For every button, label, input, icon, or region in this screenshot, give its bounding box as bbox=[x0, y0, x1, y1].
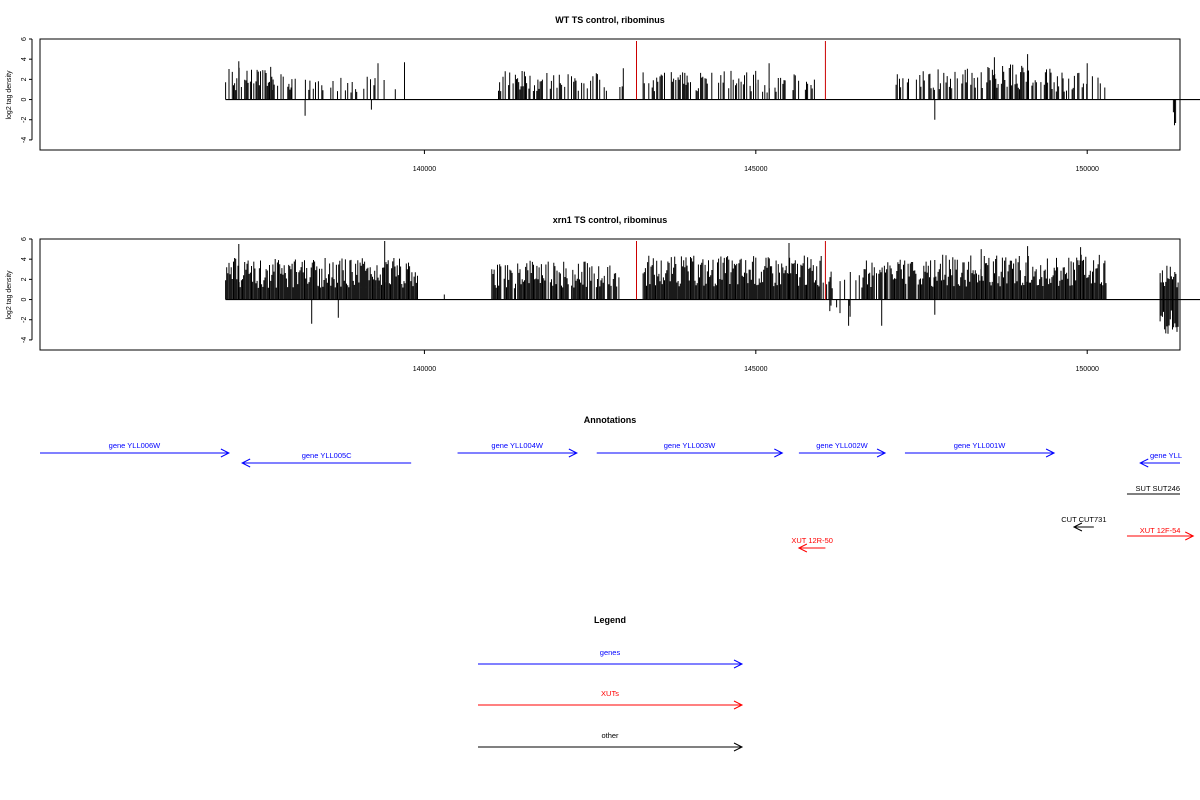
annotation-feature: XUT 12R-50 bbox=[791, 536, 833, 553]
feature-arrowhead bbox=[733, 700, 744, 710]
xrn1-track-panel: xrn1 TS control, ribominus log2 tag dens… bbox=[6, 215, 1200, 373]
wt-y-axis-label: log2 tag density bbox=[6, 70, 13, 120]
xrn1-x-tick-label: 140000 bbox=[413, 366, 436, 373]
feature-arrowhead bbox=[241, 458, 251, 468]
feature-label: CUT CUT731 bbox=[1061, 515, 1106, 524]
feature-label: XUT 12R-50 bbox=[791, 536, 833, 545]
annotation-feature: XUT 12F-54 bbox=[1126, 526, 1195, 541]
xrn1-y-tick-label: 2 bbox=[21, 277, 28, 281]
wt-track-panel: WT TS control, ribominus log2 tag densit… bbox=[6, 15, 1200, 173]
xrn1-track-title: xrn1 TS control, ribominus bbox=[553, 215, 668, 225]
xrn1-plot-frame bbox=[39, 238, 1181, 351]
wt-y-tick-label: 2 bbox=[21, 77, 28, 81]
annotation-feature: gene YLL005C bbox=[241, 451, 412, 468]
feature-label: gene YLL003W bbox=[664, 441, 716, 450]
xrn1-y-tick-label: 6 bbox=[21, 237, 28, 241]
legend-title: Legend bbox=[594, 615, 626, 625]
feature-arrowhead bbox=[1185, 531, 1195, 541]
wt-density-bar-series bbox=[225, 54, 1177, 126]
xrn1-y-tick-label: -2 bbox=[21, 317, 28, 323]
xrn1-density-bars bbox=[225, 241, 1200, 334]
legend-label: genes bbox=[600, 648, 621, 657]
legend-entry: other bbox=[478, 731, 744, 752]
xrn1-x-tick-label: 145000 bbox=[744, 366, 767, 373]
wt-y-tick-label: 0 bbox=[21, 97, 28, 101]
wt-y-tick-label: 6 bbox=[21, 37, 28, 41]
annotation-feature: gene YLL004W bbox=[457, 441, 578, 458]
annotation-feature: gene YLL003W bbox=[596, 441, 784, 458]
wt-density-bars bbox=[225, 41, 1200, 126]
xrn1-x-axis: 140000 145000 150000 bbox=[413, 350, 1099, 373]
legend-label: other bbox=[601, 731, 619, 740]
annotation-feature: gene YLL002W bbox=[798, 441, 887, 458]
annotation-feature: SUT SUT246 bbox=[1126, 484, 1180, 495]
feature-arrowhead bbox=[797, 543, 808, 553]
feature-arrowhead bbox=[568, 448, 578, 458]
xrn1-y-tick-label: 0 bbox=[21, 297, 28, 301]
feature-label: gene YLL002W bbox=[816, 441, 868, 450]
legend-entries: genes XUTs other bbox=[478, 648, 744, 752]
xrn1-x-tick-label: 150000 bbox=[1076, 366, 1099, 373]
feature-label: gene YLL bbox=[1150, 451, 1182, 460]
feature-arrowhead bbox=[774, 448, 784, 458]
annotation-feature: CUT CUT731 bbox=[1061, 515, 1107, 532]
legend-entry: XUTs bbox=[478, 689, 744, 710]
wt-x-axis: 140000 145000 150000 bbox=[413, 150, 1099, 173]
wt-track-title: WT TS control, ribominus bbox=[555, 15, 665, 25]
xrn1-y-axis-label: log2 tag density bbox=[6, 270, 13, 320]
xrn1-y-axis: -4 -2 0 2 4 6 bbox=[21, 237, 33, 343]
feature-label: SUT SUT246 bbox=[1136, 484, 1180, 493]
feature-arrowhead bbox=[733, 742, 744, 752]
annotation-features: gene YLL006W gene YLL005C gene YLL004W gene… bbox=[40, 441, 1195, 553]
feature-label: gene YLL004W bbox=[491, 441, 543, 450]
feature-arrowhead bbox=[1045, 448, 1056, 458]
feature-label: gene YLL001W bbox=[954, 441, 1006, 450]
feature-label: gene YLL005C bbox=[302, 451, 352, 460]
feature-arrowhead bbox=[876, 448, 887, 458]
feature-arrowhead bbox=[1139, 458, 1149, 468]
annotation-feature: gene YLL006W bbox=[40, 441, 231, 458]
wt-y-tick-label: -4 bbox=[21, 137, 28, 143]
feature-arrowhead bbox=[220, 448, 231, 458]
annotations-title: Annotations bbox=[584, 415, 637, 425]
wt-y-tick-label: -2 bbox=[21, 117, 28, 123]
xrn1-density-bar-series bbox=[225, 241, 1179, 334]
legend-entry: genes bbox=[478, 648, 744, 669]
wt-x-tick-label: 140000 bbox=[413, 166, 436, 173]
annotation-feature: gene YLL bbox=[1139, 451, 1182, 468]
feature-label: gene YLL006W bbox=[109, 441, 161, 450]
wt-x-tick-label: 145000 bbox=[744, 166, 767, 173]
wt-y-axis: -4 -2 0 2 4 6 bbox=[21, 37, 33, 143]
feature-arrowhead bbox=[733, 659, 744, 669]
feature-arrowhead bbox=[1072, 522, 1083, 532]
wt-x-tick-label: 150000 bbox=[1076, 166, 1099, 173]
xrn1-y-tick-label: 4 bbox=[21, 257, 28, 261]
legend-panel: Legend genes XUTs other bbox=[478, 615, 744, 752]
feature-label: XUT 12F-54 bbox=[1140, 526, 1181, 535]
legend-label: XUTs bbox=[601, 689, 619, 698]
annotation-feature: gene YLL001W bbox=[904, 441, 1056, 458]
wt-y-tick-label: 4 bbox=[21, 57, 28, 61]
xrn1-y-tick-label: -4 bbox=[21, 337, 28, 343]
wt-plot-frame bbox=[39, 38, 1181, 151]
